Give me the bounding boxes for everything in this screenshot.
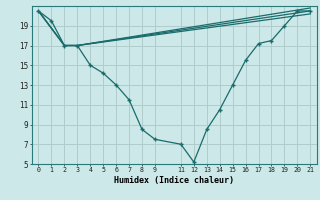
X-axis label: Humidex (Indice chaleur): Humidex (Indice chaleur) <box>115 176 234 185</box>
